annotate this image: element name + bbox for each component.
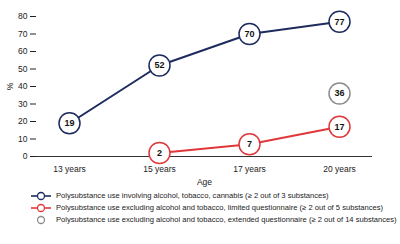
svg-text:10: 10 — [18, 134, 28, 144]
svg-text:80: 80 — [18, 11, 28, 21]
svg-text:50: 50 — [18, 64, 28, 74]
svg-text:40: 40 — [18, 81, 28, 91]
html-text:Polysubstance use involving al: Polysubstance use involving alcohol, tob… — [56, 191, 329, 200]
svg-text:60: 60 — [18, 46, 28, 56]
svg-text:70: 70 — [18, 29, 28, 39]
svg-text:17: 17 — [334, 122, 344, 132]
svg-text:52: 52 — [154, 60, 164, 70]
svg-text:20 years: 20 years — [323, 164, 356, 174]
svg-text:15 years: 15 years — [143, 164, 176, 174]
svg-text:%: % — [5, 82, 15, 90]
svg-text:77: 77 — [334, 17, 344, 27]
html-text:Polysubstance use excluding al: Polysubstance use excluding alcohol and … — [56, 203, 384, 212]
svg-text:13 years: 13 years — [53, 164, 86, 174]
svg-text:2: 2 — [157, 148, 162, 158]
svg-text:70: 70 — [244, 29, 254, 39]
svg-text:Age: Age — [197, 177, 212, 187]
svg-text:17 years: 17 years — [233, 164, 266, 174]
svg-text:19: 19 — [64, 118, 74, 128]
html-text:Polysubstance use excluding al: Polysubstance use excluding alcohol and … — [56, 215, 397, 224]
svg-text:36: 36 — [334, 88, 344, 98]
svg-text:7: 7 — [247, 139, 252, 149]
svg-text:20: 20 — [18, 116, 28, 126]
svg-text:30: 30 — [18, 99, 28, 109]
svg-text:0: 0 — [23, 151, 28, 161]
